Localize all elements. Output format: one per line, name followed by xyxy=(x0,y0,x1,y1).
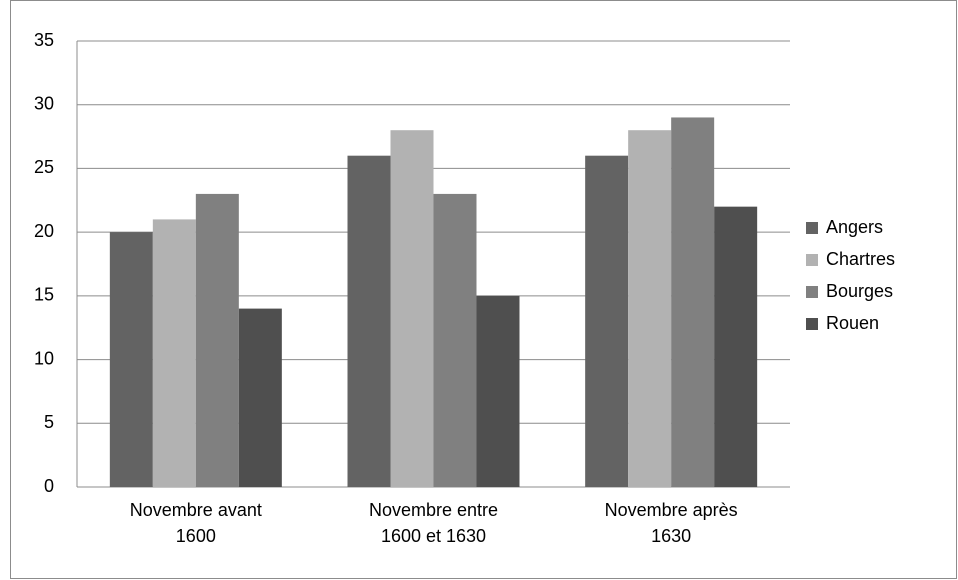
y-tick-label: 20 xyxy=(34,221,54,241)
legend-swatch xyxy=(806,286,818,298)
legend-swatch xyxy=(806,318,818,330)
legend-swatch xyxy=(806,254,818,266)
bar xyxy=(109,232,153,487)
bar xyxy=(714,206,758,487)
y-tick-label: 35 xyxy=(34,30,54,50)
bar xyxy=(433,193,477,487)
x-tick-label: Novembre après 1630 xyxy=(604,500,738,546)
x-tick-label: Novembre avant 1600 xyxy=(129,500,262,546)
bar xyxy=(628,130,672,487)
bar xyxy=(585,155,629,487)
y-tick-label: 5 xyxy=(44,412,54,432)
bar xyxy=(152,219,196,487)
bar xyxy=(238,308,282,487)
y-tick-label: 15 xyxy=(34,285,54,305)
bar xyxy=(347,155,391,487)
legend-label: Bourges xyxy=(826,281,893,301)
legend-label: Rouen xyxy=(826,313,879,333)
legend-label: Chartres xyxy=(826,249,895,269)
bar xyxy=(671,117,715,487)
y-tick-label: 30 xyxy=(34,93,54,113)
legend-swatch xyxy=(806,222,818,234)
bar xyxy=(390,130,434,487)
y-tick-label: 0 xyxy=(44,476,54,496)
x-tick-label: Novembre entre 1600 et 1630 xyxy=(368,500,499,546)
bar xyxy=(195,193,239,487)
legend-label: Angers xyxy=(826,217,883,237)
y-tick-label: 10 xyxy=(34,348,54,368)
bar xyxy=(476,295,520,487)
y-tick-label: 25 xyxy=(34,157,54,177)
